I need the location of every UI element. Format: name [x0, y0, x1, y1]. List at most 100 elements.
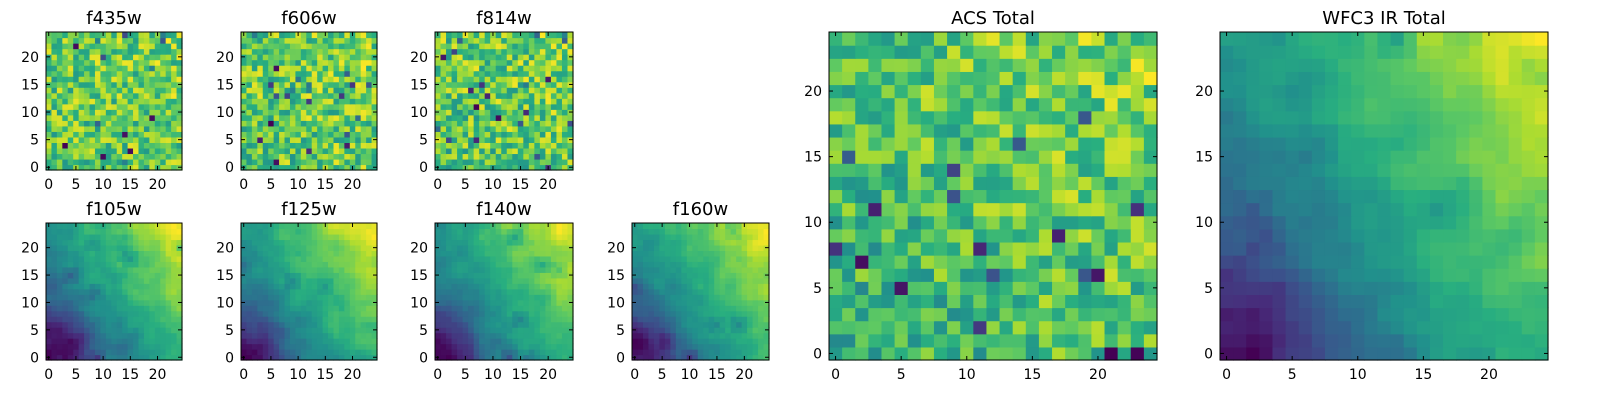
heatmap-cell: [176, 37, 183, 44]
heatmap-cell: [73, 131, 80, 138]
heatmap-cell: [46, 125, 53, 132]
heatmap-cell: [479, 239, 486, 246]
heatmap-cell: [517, 228, 524, 235]
heatmap-cell: [46, 114, 53, 121]
heatmap-cell: [349, 76, 356, 83]
heatmap-cell: [708, 244, 715, 251]
heatmap-cell: [284, 48, 291, 55]
heatmap-cell: [829, 228, 843, 243]
heatmap-cell: [561, 43, 569, 50]
heatmap-cell: [725, 277, 732, 284]
heatmap-cell: [545, 81, 552, 88]
heatmap-cell: [84, 239, 91, 246]
heatmap-cell: [116, 109, 123, 116]
heatmap-cell: [686, 349, 693, 356]
heatmap-cell: [1052, 320, 1066, 335]
heatmap-cell: [56, 158, 63, 166]
heatmap-cell: [284, 305, 291, 312]
heatmap-cell: [725, 299, 732, 306]
heatmap-cell: [344, 294, 351, 301]
heatmap-cell: [490, 228, 497, 235]
y-tick-label: 15: [21, 77, 39, 93]
heatmap-cell: [451, 70, 458, 77]
heatmap-cell: [338, 288, 345, 295]
heatmap-cell: [176, 32, 183, 39]
heatmap-cell: [664, 299, 671, 306]
heatmap-cell: [675, 294, 682, 301]
heatmap-cell: [143, 32, 150, 39]
heatmap-cell: [149, 354, 156, 361]
heatmap-cell: [56, 164, 63, 171]
heatmap-cell: [273, 158, 280, 166]
heatmap-cell: [534, 272, 541, 279]
heatmap-cell: [154, 114, 161, 121]
heatmap-cell: [752, 332, 759, 339]
heatmap-cell: [462, 266, 469, 273]
heatmap-cell: [149, 239, 156, 246]
heatmap-cell: [143, 228, 150, 235]
heatmap-cell: [306, 54, 313, 61]
heatmap-cell: [371, 305, 378, 312]
heatmap-cell: [333, 332, 340, 339]
heatmap-cell: [322, 233, 329, 241]
heatmap-cell: [451, 354, 458, 361]
heatmap-cell: [523, 147, 530, 155]
heatmap-cell: [349, 288, 356, 295]
heatmap-cell: [284, 233, 291, 241]
heatmap-cell: [468, 316, 475, 323]
heatmap-cell: [322, 277, 329, 284]
heatmap-cell: [100, 125, 107, 132]
heatmap-cell: [94, 321, 101, 328]
heatmap-cell: [116, 299, 123, 306]
heatmap-cell: [116, 343, 123, 350]
heatmap-cell: [338, 76, 345, 83]
heatmap-cell: [355, 147, 362, 155]
heatmap-cell: [105, 120, 112, 127]
heatmap-cell: [567, 147, 574, 155]
heatmap-cell: [637, 305, 644, 312]
heatmap-cell: [752, 272, 759, 279]
heatmap-cell: [317, 327, 324, 334]
heatmap-cell: [446, 59, 453, 66]
heatmap-cell: [752, 305, 759, 312]
heatmap-cell: [257, 277, 264, 284]
heatmap-cell: [907, 255, 922, 269]
heatmap-cell: [311, 294, 318, 301]
heatmap-cell: [479, 283, 486, 290]
heatmap-cell: [116, 76, 123, 83]
heatmap-cell: [100, 81, 107, 88]
heatmap-cell: [1012, 241, 1027, 256]
heatmap-cell: [468, 332, 475, 339]
heatmap-cell: [143, 103, 150, 110]
heatmap-cell: [100, 332, 107, 339]
heatmap-cell: [349, 349, 356, 356]
heatmap-cell: [567, 48, 574, 55]
heatmap-cell: [143, 76, 150, 83]
heatmap-cell: [62, 136, 69, 143]
heatmap-cell: [462, 48, 469, 55]
heatmap-cell: [490, 125, 497, 132]
heatmap-cell: [567, 120, 574, 127]
heatmap-cell: [435, 277, 442, 284]
heatmap-cell: [344, 261, 351, 268]
heatmap-cell: [89, 321, 96, 328]
heatmap-cell: [763, 266, 770, 273]
heatmap-cell: [697, 283, 704, 290]
heatmap-cell: [986, 241, 1001, 256]
heatmap-cell: [758, 294, 765, 301]
heatmap-cell: [1038, 202, 1053, 217]
heatmap-cell: [686, 288, 693, 295]
heatmap-cell: [451, 239, 458, 246]
heatmap-cell: [84, 299, 91, 306]
heatmap-cell: [947, 281, 961, 295]
heatmap-cell: [567, 266, 574, 273]
heatmap-cell: [344, 305, 351, 312]
heatmap-cell: [284, 310, 291, 317]
x-tick-label: 15: [512, 177, 530, 193]
heatmap-cell: [73, 87, 80, 94]
heatmap-cell: [648, 343, 655, 350]
heatmap-cell: [495, 321, 502, 328]
heatmap-cell: [567, 343, 574, 350]
heatmap-cell: [1130, 255, 1145, 269]
